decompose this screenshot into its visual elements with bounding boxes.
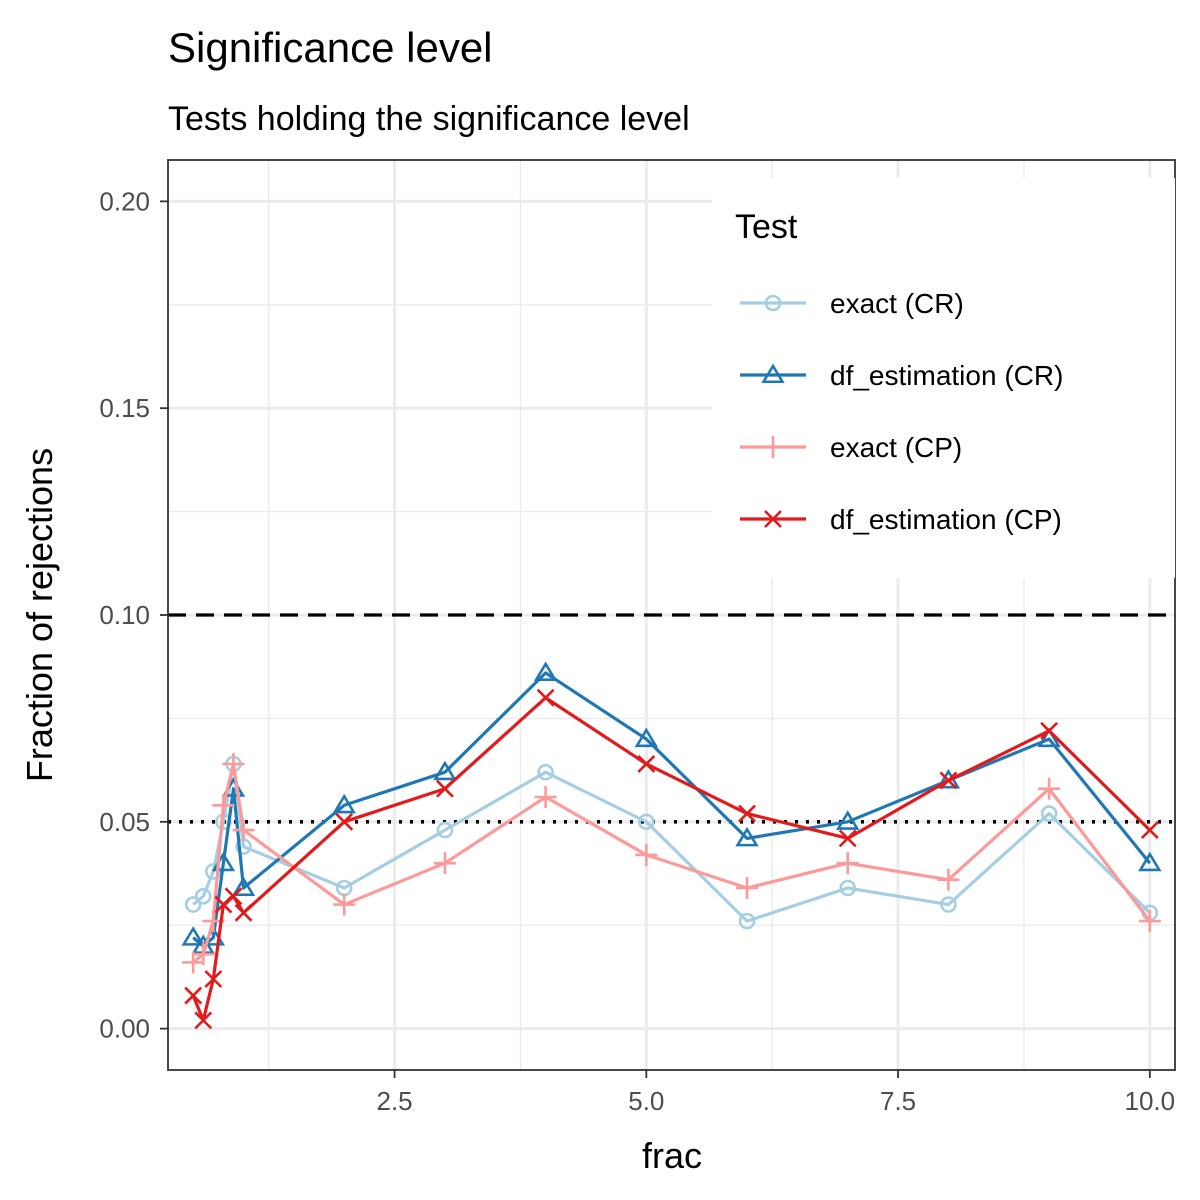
data-point: [536, 688, 555, 707]
data-point: [232, 819, 255, 842]
legend-label: df_estimation (CP): [830, 504, 1062, 535]
axes: 2.5 5.0 7.5 10.0 0.00 0.05 0.10 0.15 0.20: [99, 159, 1176, 1116]
data-point: [436, 821, 454, 839]
data-point: [635, 843, 658, 866]
reference-lines: [168, 613, 1175, 824]
data-point: [1138, 910, 1161, 933]
data-point: [205, 863, 222, 880]
y-tick-label: 0.20: [99, 186, 150, 216]
data-point: [736, 877, 759, 899]
data-point: [212, 794, 235, 817]
data-point: [224, 887, 243, 906]
chart-title: Significance level: [168, 24, 493, 71]
legend-label: exact (CR): [830, 288, 964, 319]
x-axis-title: frac: [642, 1135, 702, 1176]
y-tick-label: 0.10: [99, 600, 150, 630]
data-point: [184, 896, 202, 913]
data-point: [761, 363, 785, 384]
data-point: [835, 810, 860, 830]
legend-label: df_estimation (CR): [830, 360, 1063, 391]
data-point: [433, 760, 457, 781]
data-point: [738, 804, 756, 823]
y-tick-label: 0.00: [99, 1014, 150, 1044]
data-point: [634, 727, 659, 748]
data-point: [192, 943, 215, 966]
data-point: [738, 912, 756, 930]
series-line: [192, 762, 1151, 923]
data-point: [836, 852, 859, 875]
chart-subtitle: Tests holding the significance level: [168, 100, 690, 138]
legend-label: exact (CP): [830, 432, 962, 463]
data-point: [333, 893, 356, 916]
data-point: [181, 926, 205, 946]
data-point: [638, 813, 655, 831]
y-axis-title: Fraction of rejections: [19, 448, 60, 782]
data-point: [937, 868, 960, 891]
data-point: [433, 852, 456, 875]
data-point: [234, 903, 253, 922]
legend-box: [712, 178, 1175, 578]
data-point: [1040, 721, 1059, 740]
y-tick-label: 0.15: [99, 393, 150, 423]
data-point: [1040, 805, 1058, 822]
data-point: [184, 986, 203, 1005]
data-point: [335, 812, 354, 831]
data-point: [839, 879, 857, 897]
data-point: [637, 754, 656, 773]
legend-title: Test: [735, 208, 798, 246]
data-point: [764, 294, 782, 312]
data-point: [537, 763, 554, 781]
data-point: [332, 793, 356, 814]
data-point: [1038, 777, 1061, 800]
x-tick-label: 2.5: [376, 1086, 412, 1116]
data-point: [534, 786, 557, 808]
data-point: [762, 436, 784, 458]
data-point: [204, 970, 223, 988]
y-tick-label: 0.05: [99, 807, 150, 837]
series-3: [184, 688, 1159, 1030]
data-point: [735, 826, 759, 847]
data-point: [1140, 821, 1159, 840]
x-tick-label: 7.5: [880, 1086, 916, 1116]
data-point: [436, 779, 454, 798]
data-point: [194, 1011, 213, 1030]
x-tick-label: 10.0: [1125, 1086, 1176, 1116]
data-point: [764, 510, 782, 528]
legend: Test exact (CR) df_estimation (CR) exact (C…: [712, 178, 1175, 578]
data-point: [533, 661, 558, 681]
x-tick-label: 5.0: [628, 1086, 664, 1116]
data-point: [1138, 851, 1162, 872]
data-point: [940, 896, 957, 913]
data-point: [1037, 727, 1061, 748]
data-point: [838, 829, 857, 848]
data-point: [194, 887, 212, 905]
series-lines: [181, 661, 1162, 1030]
data-point: [222, 752, 245, 775]
data-point: [231, 876, 256, 897]
series-2: [182, 752, 1161, 974]
data-point: [939, 771, 958, 790]
